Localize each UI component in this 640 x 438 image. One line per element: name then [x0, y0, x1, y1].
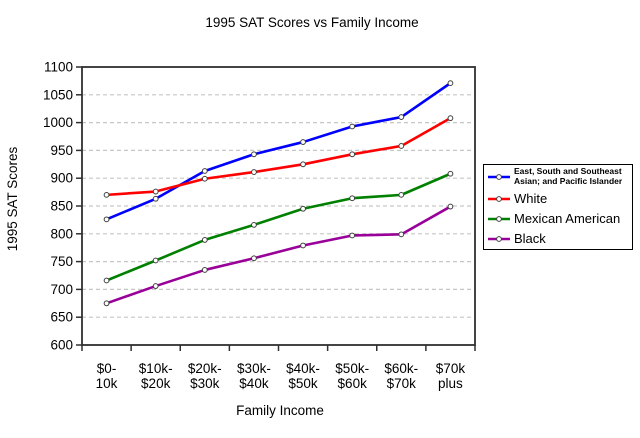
data-point-black-2	[201, 267, 208, 273]
x-tick-label: $30k-$40k	[237, 361, 271, 391]
data-point-east-south-and-southeast-asian-and-pacific-islander-7	[447, 80, 454, 87]
x-tick-label: $60k-$70k	[384, 361, 418, 391]
y-tick-label: 600	[50, 338, 73, 353]
legend-marker-mexican-american-icon	[488, 215, 510, 222]
y-tick-label: 1000	[43, 115, 73, 130]
data-point-black-3	[251, 255, 257, 262]
data-point-east-south-and-southeast-asian-and-pacific-islander-2	[201, 168, 208, 174]
data-point-white-7	[447, 115, 454, 122]
data-point-mexican-american-4	[300, 205, 306, 212]
data-point-east-south-and-southeast-asian-and-pacific-islander-0	[103, 216, 110, 223]
x-tick-label: $40k-$50k	[286, 361, 320, 391]
data-point-white-2	[201, 175, 208, 182]
data-point-east-south-and-southeast-asian-and-pacific-islander-1	[152, 195, 159, 202]
y-tick-label: 1100	[44, 60, 73, 75]
data-point-white-5	[349, 151, 356, 158]
legend-marker-black-icon	[488, 235, 510, 242]
series-line-white	[105, 116, 452, 197]
data-point-mexican-american-5	[349, 195, 356, 202]
legend-label-east-south-and-southeast-asian-and-pacific-islander: East, South and Southeast Asian; and Paci…	[514, 166, 623, 186]
data-point-black-1	[152, 283, 159, 289]
legend-item-east-south-and-southeast-asian-and-pacific-islander: East, South and Southeast Asian; and Paci…	[487, 166, 629, 186]
legend-item-mexican-american: Mexican American	[487, 211, 629, 226]
legend-marker-east-south-and-southeast-asian-and-pacific-islander-icon	[488, 173, 510, 180]
data-point-east-south-and-southeast-asian-and-pacific-islander-3	[251, 151, 257, 158]
legend-marker-white-icon	[488, 195, 510, 202]
data-point-black-0	[103, 300, 110, 307]
data-point-white-4	[300, 161, 306, 168]
data-point-white-0	[103, 191, 110, 198]
data-point-black-5	[349, 232, 356, 239]
data-point-white-3	[251, 169, 257, 175]
data-point-mexican-american-2	[201, 237, 208, 243]
data-point-white-6	[398, 143, 405, 149]
data-point-black-7	[447, 203, 454, 210]
series-line-mexican-american	[105, 172, 452, 282]
data-point-black-6	[398, 231, 405, 238]
x-tick-label: $0-10k	[96, 361, 118, 391]
data-point-mexican-american-3	[251, 222, 257, 228]
chart-title: 1995 SAT Scores vs Family Income	[205, 15, 419, 30]
data-point-mexican-american-1	[152, 257, 159, 264]
data-point-mexican-american-0	[103, 277, 110, 284]
data-point-east-south-and-southeast-asian-and-pacific-islander-6	[398, 114, 405, 120]
legend: East, South and Southeast Asian; and Paci…	[483, 164, 633, 250]
x-tick-label: $10k-$20k	[139, 361, 173, 391]
legend-item-black: Black	[487, 231, 629, 246]
data-point-black-4	[300, 242, 306, 249]
y-tick-label: 750	[50, 254, 73, 269]
legend-label-mexican-american: Mexican American	[514, 211, 621, 226]
y-tick-label: 850	[50, 199, 73, 214]
legend-label-black: Black	[514, 231, 546, 246]
data-point-mexican-american-7	[447, 170, 454, 177]
legend-item-white: White	[487, 191, 629, 206]
x-tick-label: $70k plus	[436, 361, 466, 391]
x-tick-label: $20k-$30k	[188, 361, 222, 391]
y-tick-label: 800	[50, 226, 73, 241]
data-point-east-south-and-southeast-asian-and-pacific-islander-4	[300, 139, 306, 145]
legend-label-white: White	[514, 191, 548, 206]
series-line-east-south-and-southeast-asian-and-pacific-islander	[105, 81, 452, 221]
y-tick-label: 700	[50, 282, 73, 297]
x-axis-title: Family Income	[236, 403, 324, 418]
series-line-black	[105, 205, 452, 305]
y-tick-label: 1050	[43, 87, 73, 102]
data-point-east-south-and-southeast-asian-and-pacific-islander-5	[349, 123, 356, 130]
data-point-mexican-american-6	[398, 191, 405, 198]
x-tick-label: $50k-$60k	[335, 361, 369, 391]
y-tick-label: 950	[50, 143, 73, 158]
data-point-white-1	[152, 188, 159, 195]
y-tick-label: 650	[50, 310, 73, 325]
y-tick-label: 900	[50, 171, 73, 186]
